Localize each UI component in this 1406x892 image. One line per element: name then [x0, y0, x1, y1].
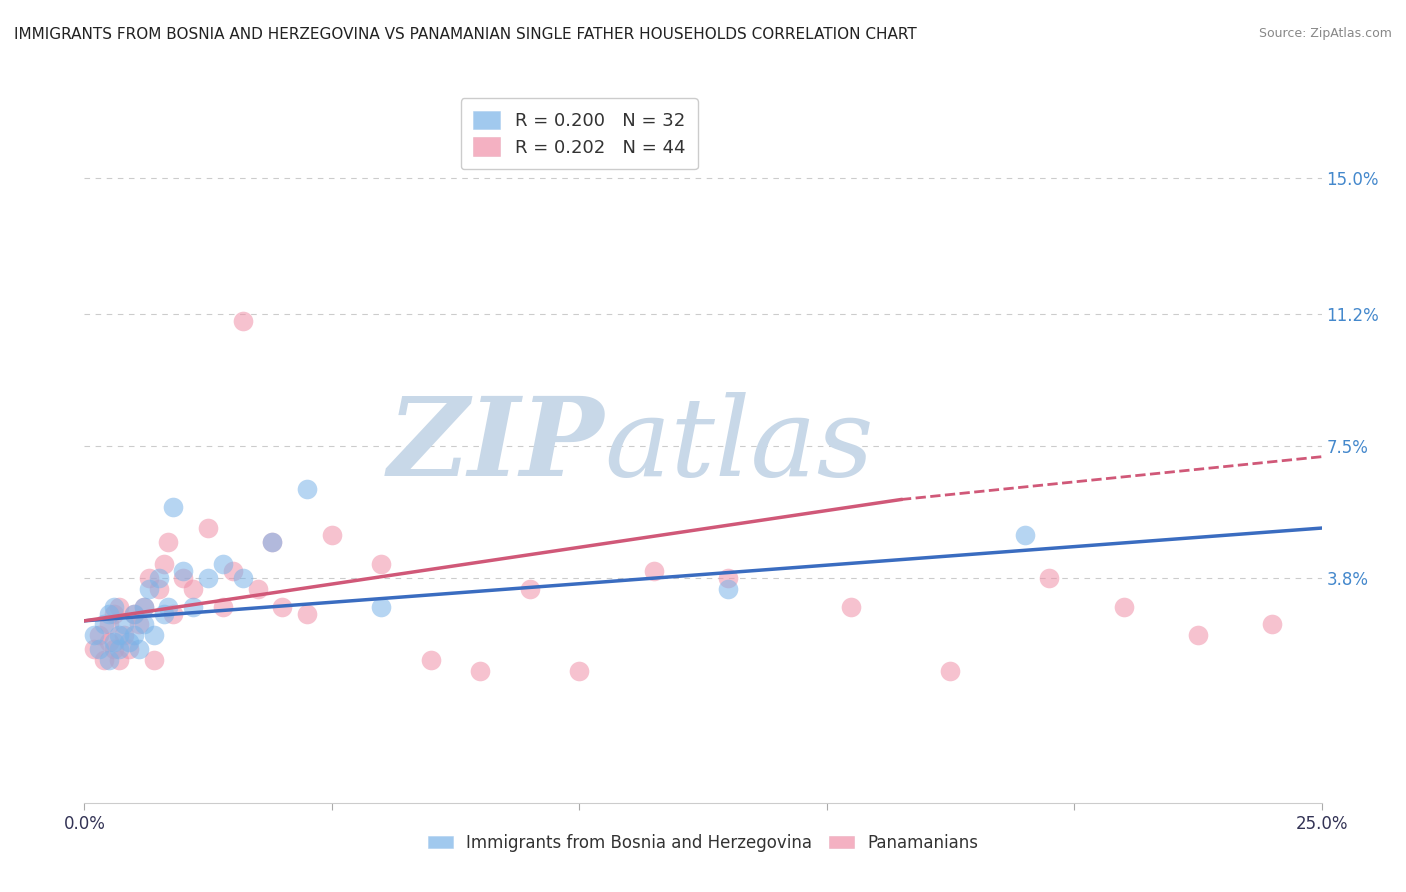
Point [112, 617, 135, 632]
Point [717, 582, 740, 596]
Point [132, 617, 155, 632]
Point [470, 664, 492, 678]
Point [108, 628, 131, 642]
Text: Source: ZipAtlas.com: Source: ZipAtlas.com [1258, 27, 1392, 40]
Point [112, 628, 135, 642]
Point [142, 628, 165, 642]
Point [148, 582, 170, 596]
Point [197, 571, 219, 585]
Point [370, 599, 392, 614]
Point [157, 599, 180, 614]
Point [89, 642, 111, 657]
Point [103, 642, 125, 657]
Point [295, 607, 318, 621]
Point [370, 557, 392, 571]
Point [103, 599, 125, 614]
Point [132, 599, 155, 614]
Point [841, 599, 863, 614]
Point [148, 571, 170, 585]
Point [122, 607, 145, 621]
Text: atlas: atlas [605, 392, 873, 500]
Point [93, 653, 115, 667]
Text: IMMIGRANTS FROM BOSNIA AND HERZEGOVINA VS PANAMANIAN SINGLE FATHER HOUSEHOLDS CO: IMMIGRANTS FROM BOSNIA AND HERZEGOVINA V… [14, 27, 917, 42]
Point [89, 628, 111, 642]
Point [519, 582, 541, 596]
Point [128, 642, 150, 657]
Point [138, 582, 160, 596]
Point [162, 500, 184, 514]
Point [122, 607, 145, 621]
Point [83, 642, 105, 657]
Point [295, 482, 318, 496]
Point [568, 664, 591, 678]
Point [98, 607, 121, 621]
Point [212, 599, 235, 614]
Point [181, 599, 204, 614]
Point [232, 314, 254, 328]
Point [142, 653, 165, 667]
Point [108, 599, 131, 614]
Point [939, 664, 962, 678]
Point [98, 617, 121, 632]
Text: ZIP: ZIP [388, 392, 605, 500]
Point [1014, 528, 1036, 542]
Point [222, 564, 245, 578]
Point [1038, 571, 1060, 585]
Point [128, 617, 150, 632]
Legend: Immigrants from Bosnia and Herzegovina, Panamanians: Immigrants from Bosnia and Herzegovina, … [422, 828, 984, 859]
Point [172, 564, 194, 578]
Point [103, 635, 125, 649]
Point [118, 642, 141, 657]
Point [103, 607, 125, 621]
Point [271, 599, 294, 614]
Point [162, 607, 184, 621]
Point [717, 571, 740, 585]
Point [1187, 628, 1209, 642]
Point [152, 607, 174, 621]
Point [1261, 617, 1284, 632]
Point [98, 635, 121, 649]
Point [152, 557, 174, 571]
Point [108, 642, 131, 657]
Point [181, 582, 204, 596]
Point [132, 599, 155, 614]
Point [262, 535, 284, 549]
Point [246, 582, 269, 596]
Point [419, 653, 441, 667]
Point [232, 571, 254, 585]
Y-axis label: Single Father Households: Single Father Households [0, 349, 7, 543]
Point [122, 628, 145, 642]
Point [643, 564, 665, 578]
Point [212, 557, 235, 571]
Point [98, 653, 121, 667]
Point [93, 617, 115, 632]
Point [157, 535, 180, 549]
Point [108, 653, 131, 667]
Point [321, 528, 343, 542]
Point [83, 628, 105, 642]
Point [1112, 599, 1135, 614]
Point [118, 635, 141, 649]
Point [262, 535, 284, 549]
Point [138, 571, 160, 585]
Point [172, 571, 194, 585]
Point [197, 521, 219, 535]
